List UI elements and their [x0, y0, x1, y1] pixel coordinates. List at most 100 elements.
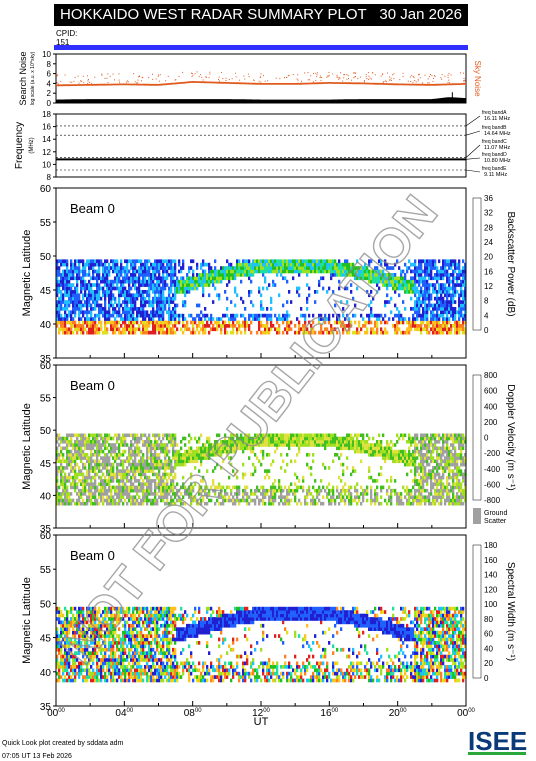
velocity-cell: [402, 456, 405, 460]
power-cell: [452, 290, 455, 294]
power-cell: [178, 290, 181, 294]
velocity-cell: [386, 446, 389, 451]
power-cell: [122, 286, 125, 291]
velocity-cell: [332, 443, 335, 447]
power-cell: [142, 273, 145, 277]
velocity-cell: [58, 469, 61, 473]
power-cell: [438, 283, 441, 287]
power-cell: [152, 317, 155, 321]
velocity-cell: [172, 466, 175, 470]
velocity-cell: [56, 446, 59, 451]
power-cell: [176, 313, 179, 318]
power-cell: [322, 276, 325, 281]
power-cell: [206, 262, 209, 267]
power-cell: [438, 324, 441, 328]
velocity-cell: [140, 498, 143, 503]
velocity-cell: [76, 453, 79, 457]
power-cell: [186, 286, 189, 291]
velocity-cell: [308, 440, 311, 444]
velocity-cell: [166, 449, 169, 454]
velocity-cell: [354, 469, 357, 473]
power-cell: [210, 279, 213, 284]
power-cell: [302, 262, 305, 267]
power-cell: [420, 330, 423, 335]
velocity-cell: [150, 469, 153, 473]
power-cell: [150, 303, 153, 308]
power-cell: [136, 286, 139, 291]
velocity-cell: [70, 433, 73, 438]
power-cell: [108, 303, 111, 308]
power-cell: [378, 273, 381, 277]
velocity-cell: [74, 453, 77, 457]
power-cell: [266, 269, 269, 274]
power-cell: [88, 320, 91, 325]
velocity-cell: [78, 446, 81, 451]
velocity-cell: [358, 446, 361, 451]
velocity-cell: [286, 501, 289, 506]
power-cell: [146, 269, 149, 274]
velocity-cell: [302, 479, 305, 483]
velocity-cell: [322, 485, 325, 490]
power-cell: [118, 313, 121, 318]
power-cell: [228, 269, 231, 274]
velocity-cell: [354, 485, 357, 490]
velocity-cell: [176, 449, 179, 454]
power-cell: [458, 266, 461, 270]
velocity-cell: [156, 492, 159, 496]
power-cell: [358, 320, 361, 325]
power-cell: [126, 290, 129, 294]
power-cell: [124, 279, 127, 284]
velocity-cell: [224, 440, 227, 444]
velocity-cell: [162, 475, 165, 480]
power-cell: [166, 320, 169, 325]
velocity-cell: [120, 453, 123, 457]
power-cell: [104, 273, 107, 277]
velocity-cell: [134, 485, 137, 490]
power-cell: [454, 286, 457, 291]
velocity-cell: [176, 498, 179, 503]
power-cell: [314, 269, 317, 274]
power-cell: [266, 330, 269, 335]
power-cell: [348, 320, 351, 325]
power-cell: [160, 262, 163, 267]
power-cell: [136, 296, 139, 301]
velocity-cell: [374, 443, 377, 447]
power-cell: [64, 262, 67, 267]
power-ytick-label: 50: [40, 252, 52, 263]
power-cell: [120, 286, 123, 291]
power-cell: [430, 269, 433, 274]
velocity-cell: [330, 488, 333, 493]
velocity-cell: [82, 479, 85, 483]
power-cell: [278, 269, 281, 274]
power-cell: [200, 279, 203, 284]
power-cell: [442, 283, 445, 287]
velocity-cell: [366, 488, 369, 493]
power-cell: [162, 266, 165, 270]
power-cell: [76, 300, 79, 304]
power-cell: [258, 259, 261, 264]
power-cell: [86, 296, 89, 301]
velocity-cell: [312, 443, 315, 447]
power-cell: [96, 296, 99, 301]
power-cell: [62, 300, 65, 304]
sky-noise-point: [137, 79, 139, 81]
power-cell: [322, 317, 325, 321]
velocity-cell: [282, 459, 285, 464]
power-cell: [60, 279, 63, 284]
power-cell: [330, 266, 333, 270]
power-cell: [114, 330, 117, 335]
power-cell: [432, 313, 435, 318]
velocity-cell: [70, 466, 73, 470]
power-cell: [386, 262, 389, 267]
power-cell: [448, 307, 451, 311]
velocity-cell: [296, 485, 299, 490]
velocity-cell: [158, 462, 161, 467]
power-cell: [442, 310, 445, 315]
power-cell: [60, 320, 63, 325]
power-cell: [144, 313, 147, 318]
velocity-cell: [236, 443, 239, 447]
velocity-cell: [226, 449, 229, 454]
velocity-cell: [274, 488, 277, 493]
velocity-cell: [90, 495, 93, 499]
